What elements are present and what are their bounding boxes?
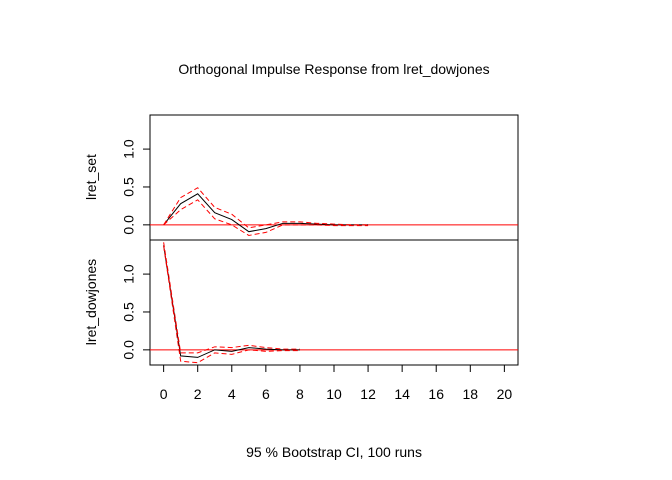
x-tick-label: 12 <box>360 386 376 402</box>
response-line <box>163 193 369 233</box>
y-tick-label: 0.5 <box>121 177 137 197</box>
panel-frame <box>149 239 519 366</box>
y-tick-label: 1.0 <box>121 139 137 159</box>
panel-lret-dowjones: lret_dowjones 0.0 0.5 1.0 <box>83 239 519 366</box>
x-axis: 0 2 4 6 8 10 12 14 16 18 20 <box>160 364 513 402</box>
chart-title: Orthogonal Impulse Response from lret_do… <box>178 61 489 77</box>
y-tick-label: 0.0 <box>121 340 137 360</box>
x-tick-label: 10 <box>326 386 342 402</box>
x-tick-label: 16 <box>428 386 444 402</box>
response-line <box>163 245 300 358</box>
y-tick-label: 0.5 <box>121 302 137 322</box>
ci-lower-line <box>163 199 369 236</box>
y-tick-label: 0.0 <box>121 215 137 235</box>
y-tick-label: 1.0 <box>121 264 137 284</box>
panel-lret-set: lret_set 0.0 0.5 1.0 <box>83 114 519 241</box>
x-axis-label: 95 % Bootstrap CI, 100 runs <box>246 444 422 460</box>
x-tick-label: 8 <box>296 386 304 402</box>
y-axis-label: lret_set <box>83 154 99 200</box>
x-tick-label: 14 <box>394 386 410 402</box>
x-tick-label: 20 <box>497 386 513 402</box>
ci-lower-line <box>163 245 300 364</box>
ci-upper-line <box>163 187 369 229</box>
panel-frame <box>149 114 519 241</box>
ci-upper-line <box>163 242 300 354</box>
y-axis-label: lret_dowjones <box>83 259 99 345</box>
x-tick-label: 4 <box>228 386 236 402</box>
x-tick-label: 0 <box>160 386 168 402</box>
x-tick-label: 6 <box>262 386 270 402</box>
x-tick-label: 18 <box>463 386 479 402</box>
x-tick-label: 2 <box>194 386 202 402</box>
